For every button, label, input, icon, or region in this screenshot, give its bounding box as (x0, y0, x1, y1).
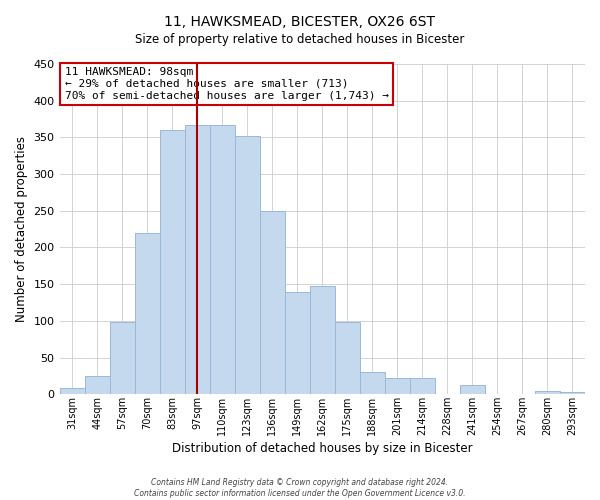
Text: 11 HAWKSMEAD: 98sqm
← 29% of detached houses are smaller (713)
70% of semi-detac: 11 HAWKSMEAD: 98sqm ← 29% of detached ho… (65, 68, 389, 100)
Bar (385, 378, 410, 394)
Bar (160, 130, 185, 394)
Bar (235, 136, 260, 394)
Bar (460, 386, 485, 394)
Bar (134, 233, 160, 394)
Bar (535, 392, 560, 394)
Bar (410, 378, 435, 394)
Bar (185, 125, 209, 394)
Bar (110, 322, 134, 394)
Bar (360, 372, 385, 394)
Text: 11, HAWKSMEAD, BICESTER, OX26 6ST: 11, HAWKSMEAD, BICESTER, OX26 6ST (164, 15, 436, 29)
Bar (59, 388, 85, 394)
Text: Contains HM Land Registry data © Crown copyright and database right 2024.
Contai: Contains HM Land Registry data © Crown c… (134, 478, 466, 498)
Text: Size of property relative to detached houses in Bicester: Size of property relative to detached ho… (136, 32, 464, 46)
Y-axis label: Number of detached properties: Number of detached properties (15, 136, 28, 322)
Bar (85, 376, 110, 394)
X-axis label: Distribution of detached houses by size in Bicester: Distribution of detached houses by size … (172, 442, 473, 455)
Bar (285, 292, 310, 395)
Bar (260, 211, 285, 394)
Bar (310, 286, 335, 395)
Bar (209, 125, 235, 394)
Bar (560, 392, 585, 394)
Bar (335, 322, 360, 394)
